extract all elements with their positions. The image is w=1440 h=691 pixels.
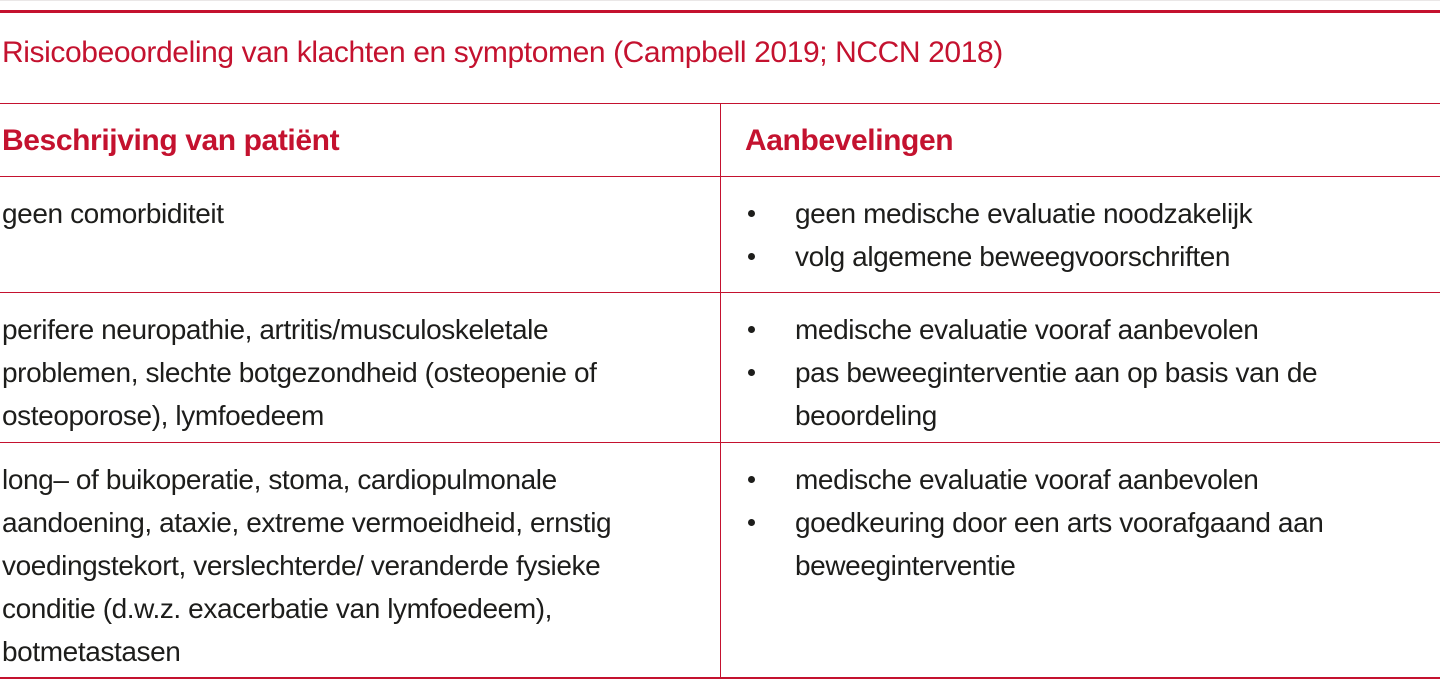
bullet-icon	[747, 235, 795, 278]
page-top-edge-line	[0, 0, 1440, 1]
list-item: volg algemene beweegvoorschriften	[747, 235, 1425, 278]
bullet-icon	[747, 308, 795, 351]
table-header-row: Beschrijving van patiënt Aanbevelingen	[0, 104, 1440, 177]
recommendation-text: pas beweeginterventie aan op basis van d…	[795, 357, 1318, 431]
bullet-icon	[747, 501, 795, 544]
description-cell: geen comorbiditeit	[2, 198, 224, 229]
recommendation-text: medische evaluatie vooraf aanbevolen	[795, 314, 1259, 345]
recommendations-cell: medische evaluatie vooraf aanbevolen goe…	[720, 443, 1440, 677]
table-top-rule	[0, 10, 1440, 13]
description-cell: long– of buikoperatie, stoma, cardiopulm…	[2, 464, 612, 667]
recommendation-text: volg algemene beweegvoorschriften	[795, 241, 1231, 272]
recommendation-text: medische evaluatie vooraf aanbevolen	[795, 464, 1259, 495]
list-item: geen medische evaluatie noodzakelijk	[747, 192, 1425, 235]
table-row-no-comorbidity: geen comorbiditeit geen medische evaluat…	[0, 177, 1440, 293]
recommendation-text: goedkeuring door een arts voorafgaand aa…	[795, 507, 1324, 581]
list-item: medische evaluatie vooraf aanbevolen	[747, 458, 1425, 501]
bullet-icon	[747, 458, 795, 501]
recommendation-list: medische evaluatie vooraf aanbevolen pas…	[721, 308, 1425, 437]
table-row-high-risk: long– of buikoperatie, stoma, cardiopulm…	[0, 443, 1440, 677]
recommendation-list: geen medische evaluatie noodzakelijk vol…	[721, 192, 1425, 278]
risk-assessment-table: Beschrijving van patiënt Aanbevelingen g…	[0, 103, 1440, 679]
description-cell: perifere neuropathie, artritis/musculosk…	[2, 314, 597, 431]
list-item: pas beweeginterventie aan op basis van d…	[747, 351, 1425, 437]
recommendation-list: medische evaluatie vooraf aanbevolen goe…	[721, 458, 1425, 587]
column-header-recommendations: Aanbevelingen	[720, 104, 1440, 176]
table-row-moderate-risk: perifere neuropathie, artritis/musculosk…	[0, 293, 1440, 443]
list-item: goedkeuring door een arts voorafgaand aa…	[747, 501, 1425, 587]
recommendations-cell: geen medische evaluatie noodzakelijk vol…	[720, 177, 1440, 292]
recommendations-cell: medische evaluatie vooraf aanbevolen pas…	[720, 293, 1440, 442]
bullet-icon	[747, 351, 795, 394]
column-header-description: Beschrijving van patiënt	[2, 124, 340, 157]
table-title: Risicobeoordeling van klachten en sympto…	[2, 36, 1003, 69]
list-item: medische evaluatie vooraf aanbevolen	[747, 308, 1425, 351]
bullet-icon	[747, 192, 795, 235]
recommendation-text: geen medische evaluatie noodzakelijk	[795, 198, 1253, 229]
